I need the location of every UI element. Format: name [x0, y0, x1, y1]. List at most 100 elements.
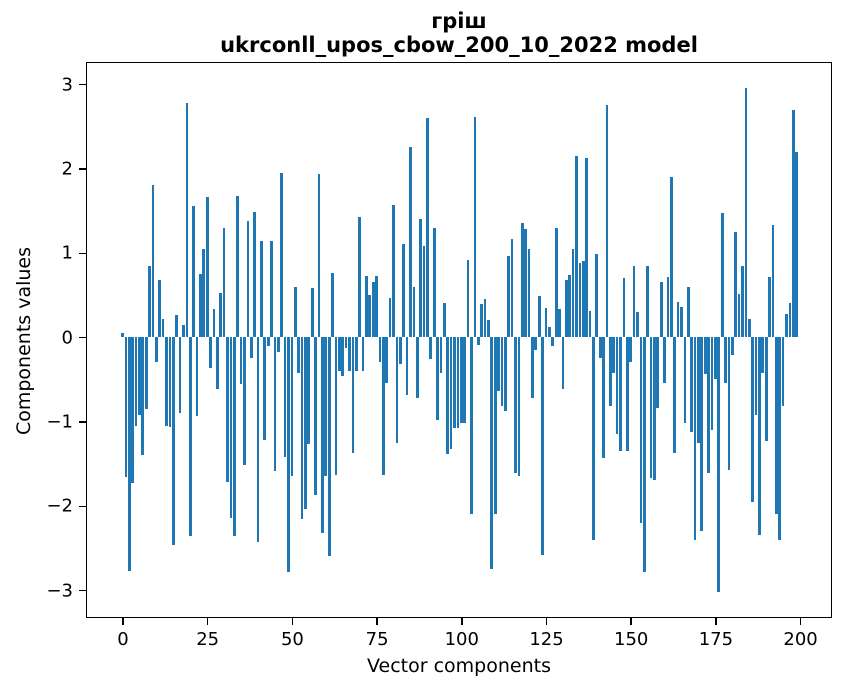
bar-component-16 — [175, 315, 179, 338]
bar-component-25 — [205, 197, 209, 338]
bar-component-101 — [463, 337, 467, 424]
x-axis-tick-25 — [206, 618, 209, 625]
bar-component-106 — [480, 304, 483, 338]
bar-component-51 — [293, 287, 297, 338]
bar-component-193 — [775, 337, 778, 515]
bar-component-76 — [378, 337, 382, 363]
bar-component-194 — [778, 337, 782, 540]
bar-component-40 — [256, 337, 260, 543]
y-axis-tick-label--3: −3 — [46, 580, 73, 602]
bar-component-66 — [344, 337, 348, 349]
x-axis-tick-label-0: 0 — [117, 629, 129, 650]
bar-component-195 — [781, 337, 785, 407]
bar-component-114 — [507, 256, 511, 338]
bar-component-30 — [222, 227, 226, 338]
bar-component-170 — [697, 337, 700, 443]
bar-component-31 — [226, 337, 229, 483]
bar-component-143 — [605, 105, 609, 338]
bar-component-128 — [554, 227, 558, 338]
bar-component-78 — [385, 337, 389, 383]
bar-component-33 — [232, 337, 236, 537]
bar-component-42 — [263, 337, 267, 441]
bar-component-124 — [541, 337, 544, 555]
bar-component-135 — [578, 262, 582, 338]
bar-component-115 — [510, 239, 514, 338]
bar-component-199 — [795, 151, 799, 338]
bar-component-127 — [551, 337, 555, 346]
bar-component-150 — [629, 337, 633, 363]
bar-component-169 — [693, 337, 697, 540]
bar-component-181 — [734, 231, 738, 338]
bar-component-98 — [453, 337, 456, 429]
bar-component-179 — [727, 337, 731, 470]
bar-component-125 — [544, 307, 548, 338]
bar-component-178 — [724, 337, 727, 383]
bar-component-155 — [646, 265, 649, 338]
x-axis-tick-50 — [291, 618, 294, 625]
bar-component-138 — [588, 311, 592, 338]
bar-component-28 — [216, 337, 219, 390]
chart-title: гріш — [431, 9, 487, 33]
bar-component-69 — [354, 337, 358, 371]
bar-component-41 — [260, 241, 263, 338]
bar-component-77 — [382, 337, 385, 475]
bar-component-45 — [273, 337, 277, 472]
bar-component-122 — [534, 337, 538, 350]
bar-component-131 — [564, 279, 568, 338]
bar-component-71 — [361, 337, 365, 371]
chart-subtitle: ukrconll_upos_cbow_200_10_2022 model — [220, 33, 698, 57]
bar-component-19 — [185, 102, 189, 338]
x-axis-tick-100 — [461, 618, 463, 625]
bar-component-144 — [609, 337, 612, 407]
bar-component-148 — [622, 278, 626, 338]
bar-component-88 — [419, 219, 422, 338]
y-axis-tick--1 — [79, 421, 86, 423]
bar-component-141 — [598, 337, 602, 359]
bar-component-121 — [531, 337, 534, 398]
y-axis-tick-label-1: 1 — [61, 242, 73, 264]
y-axis-tick--3 — [79, 589, 86, 592]
bar-component-43 — [266, 337, 270, 346]
bar-component-137 — [585, 157, 588, 338]
bar-component-166 — [683, 337, 687, 424]
bar-component-93 — [436, 337, 439, 420]
bar-component-85 — [409, 147, 412, 338]
bar-component-39 — [253, 211, 256, 338]
bar-component-73 — [368, 295, 372, 338]
bar-component-67 — [348, 337, 351, 371]
x-axis-tick-label-150: 150 — [614, 629, 649, 650]
bar-component-92 — [432, 227, 436, 338]
bar-component-11 — [158, 279, 162, 338]
x-axis-tick-label-100: 100 — [444, 629, 479, 650]
bar-component-44 — [270, 241, 273, 338]
bar-component-123 — [537, 295, 541, 338]
bar-component-1 — [124, 337, 128, 478]
bar-component-192 — [771, 225, 775, 338]
bar-component-60 — [324, 337, 328, 477]
bar-component-158 — [656, 337, 660, 409]
bar-component-86 — [412, 286, 416, 338]
bar-component-83 — [402, 244, 406, 338]
bar-component-174 — [710, 337, 714, 430]
bar-component-7 — [144, 337, 148, 409]
bar-component-100 — [459, 337, 463, 424]
bar-component-37 — [246, 220, 250, 338]
y-axis-tick-label-3: 3 — [61, 74, 73, 96]
bar-component-8 — [148, 265, 151, 338]
bar-component-26 — [209, 337, 212, 368]
y-axis-tick-label-2: 2 — [61, 158, 73, 180]
bar-component-177 — [720, 213, 724, 338]
bar-component-74 — [371, 281, 375, 338]
bar-component-0 — [121, 332, 124, 338]
bar-component-180 — [730, 337, 734, 355]
bar-component-167 — [686, 287, 690, 338]
bar-component-94 — [439, 337, 443, 373]
y-axis-tick-label-0: 0 — [61, 327, 73, 349]
bar-component-189 — [761, 337, 765, 373]
bar-component-68 — [351, 337, 355, 453]
y-axis-tick-label--2: −2 — [46, 495, 73, 517]
bar-component-172 — [703, 337, 707, 375]
bar-component-104 — [473, 117, 477, 338]
bar-component-80 — [392, 204, 395, 338]
